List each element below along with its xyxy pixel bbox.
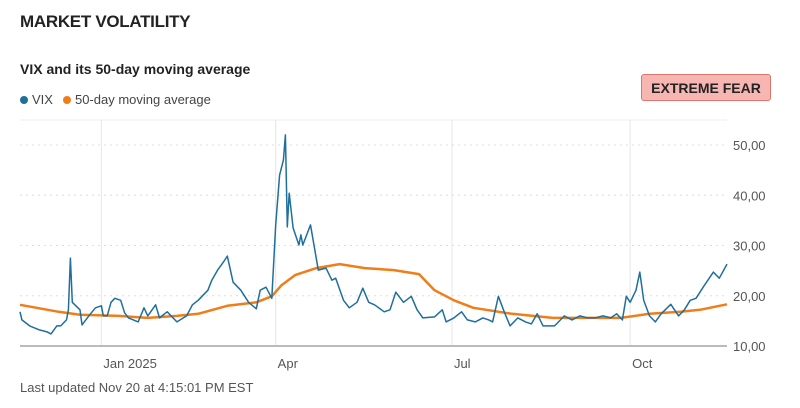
legend-item-vix[interactable]: VIX <box>20 92 53 107</box>
moving-average-dot-icon <box>62 95 71 104</box>
x-tick-label: Oct <box>632 356 653 371</box>
x-tick-label: Jan 2025 <box>103 356 157 371</box>
y-tick-label: 10,00 <box>733 339 766 354</box>
last-updated: Last updated Nov 20 at 4:15:01 PM EST <box>20 380 254 395</box>
y-tick-label: 50,00 <box>733 138 766 153</box>
chart-title: VIX and its 50-day moving average <box>20 61 251 77</box>
legend-label: VIX <box>32 92 53 107</box>
y-tick-label: 30,00 <box>733 239 766 254</box>
y-tick-label: 40,00 <box>733 188 766 203</box>
y-tick-label: 20,00 <box>733 289 766 304</box>
chart-legend: VIX 50-day moving average <box>20 92 211 107</box>
vix-dot-icon <box>20 95 28 104</box>
moving-average-line <box>19 262 728 320</box>
vix-line <box>19 134 728 335</box>
legend-label: 50-day moving average <box>74 92 211 107</box>
legend-item-moving-average[interactable]: 50-day moving average <box>62 92 211 107</box>
x-tick-label: Apr <box>278 356 299 371</box>
x-tick-label: Jul <box>454 356 471 371</box>
fear-status-badge: EXTREME FEAR <box>641 74 771 101</box>
page-title: MARKET VOLATILITY <box>20 12 191 31</box>
